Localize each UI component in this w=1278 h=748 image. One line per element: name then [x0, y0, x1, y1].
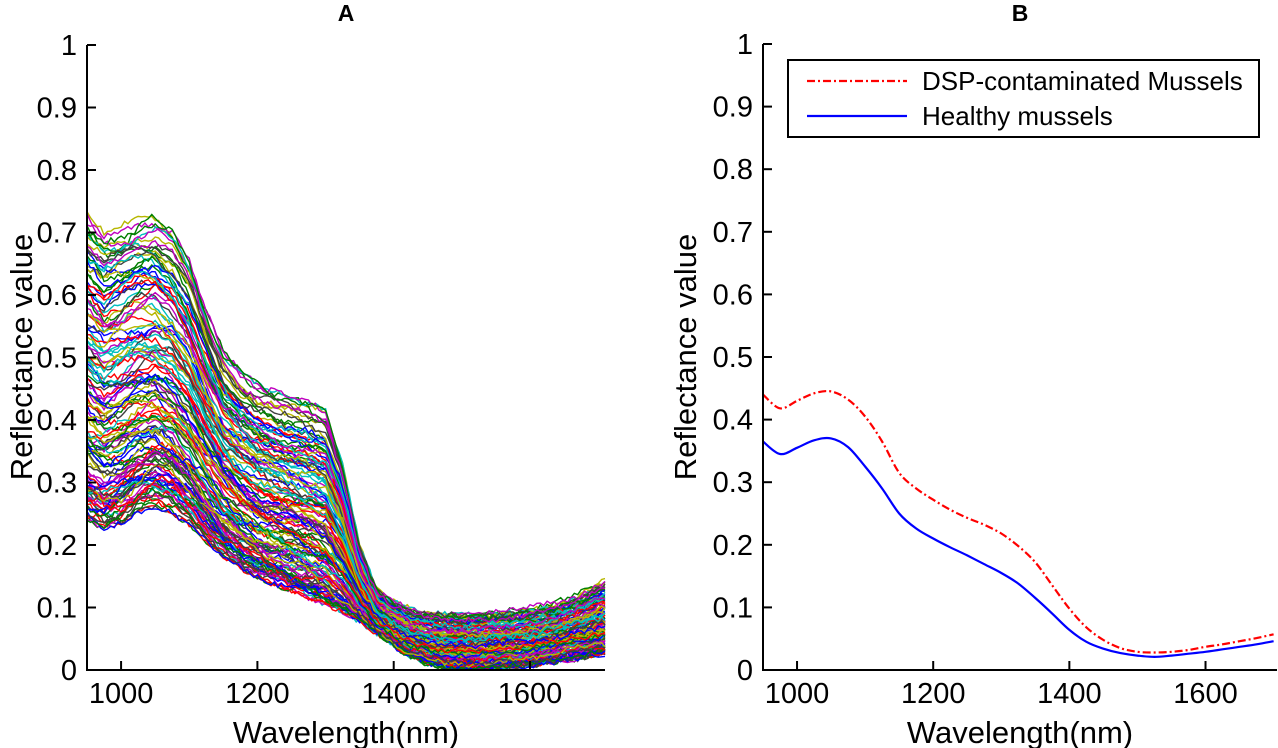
spectrum-curve [87, 391, 606, 652]
spectrum-curve [87, 486, 606, 671]
legend-label-healthy: Healthy mussels [922, 101, 1113, 131]
series-line-healthy [763, 436, 1274, 659]
spectrum-curve [87, 242, 606, 626]
y-tick-label: 0.2 [713, 530, 753, 562]
panel-a: 0 0.1 0.2 0.3 0.4 0.5 0.6 0.7 0.8 0.9 1 1000 1200 140… [37, 30, 606, 710]
y-tick-label: 0.3 [713, 467, 753, 499]
spectrum-curve [87, 462, 606, 669]
y-tick-label: 0.3 [37, 468, 77, 500]
healthy-line-sample [807, 114, 907, 118]
x-tick-label: 1200 [901, 678, 966, 710]
y-tick-label: 0.8 [713, 154, 753, 186]
x-tick-label: 1600 [498, 678, 563, 710]
y-tick-label: 0.5 [713, 342, 753, 374]
y-tick-label: 0.6 [37, 280, 77, 312]
legend-label-dsp-contaminated: DSP-contaminated Mussels [922, 66, 1243, 96]
y-tick-label: 0 [61, 655, 77, 687]
y-tick-label: 1 [61, 30, 77, 62]
y-tick-label: 0.1 [37, 593, 77, 625]
y-tick-label: 0.9 [713, 92, 753, 124]
panel-b-title: B [1011, 0, 1029, 26]
x-tick-label: 1000 [89, 678, 154, 710]
y-tick-label: 0.7 [713, 217, 753, 249]
y-tick-label: 0.4 [713, 405, 753, 437]
spectrum-curve [87, 296, 606, 635]
x-tick-label: 1400 [1037, 678, 1102, 710]
x-tick-label: 1600 [1173, 678, 1238, 710]
spectrum-curve [87, 379, 606, 649]
x-tick-label: 1200 [225, 678, 290, 710]
panel-a-title: A [337, 0, 355, 26]
y-tick-label: 0.5 [37, 343, 77, 375]
panel-a-x-axis-label: Wavelength(nm) [232, 715, 460, 748]
spectrum-curve [87, 222, 606, 621]
spectrum-curve [87, 351, 606, 644]
x-tick-label: 1000 [765, 678, 830, 710]
panel-b-y-axis-label: Reflectance value [668, 233, 703, 481]
legend-item-healthy: Healthy mussels [805, 101, 1258, 131]
y-tick-label: 0 [737, 655, 753, 687]
panel-b-curves [763, 389, 1274, 659]
y-tick-label: 0.4 [37, 405, 77, 437]
y-tick-label: 1 [737, 29, 753, 61]
panel-b: 0 0.1 0.2 0.3 0.4 0.5 0.6 0.7 0.8 0.9 1 1000 1200 140… [713, 29, 1277, 710]
y-tick-label: 0.2 [37, 530, 77, 562]
x-tick-label: 1400 [361, 678, 426, 710]
panel-a-curves [87, 211, 606, 671]
panel-a-y-axis-label: Reflectance value [4, 233, 39, 481]
spectrum-curve [87, 409, 606, 654]
spectrum-curve [87, 474, 606, 667]
dsp-contaminated-line-sample [807, 79, 907, 83]
spectrum-curve [87, 460, 606, 667]
legend-item-dsp-contaminated: DSP-contaminated Mussels [805, 66, 1258, 96]
y-tick-label: 0.6 [713, 279, 753, 311]
y-tick-label: 0.7 [37, 218, 77, 250]
spectrum-curve [87, 450, 606, 662]
y-tick-label: 0.8 [37, 155, 77, 187]
spectrum-curve [87, 434, 606, 659]
spectrum-curve [87, 239, 606, 624]
spectrum-curve [87, 313, 606, 639]
spectrum-curve [87, 271, 606, 631]
spectrum-curve [87, 373, 606, 650]
legend: DSP-contaminated Mussels Healthy mussels [787, 59, 1260, 138]
y-tick-label: 0.9 [37, 93, 77, 125]
series-line-dsp-contaminated [763, 389, 1274, 654]
y-tick-label: 0.1 [713, 592, 753, 624]
panel-b-x-axis-label: Wavelength(nm) [906, 715, 1134, 748]
